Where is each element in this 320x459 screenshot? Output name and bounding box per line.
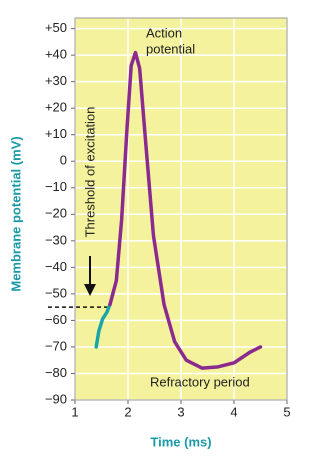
x-tick-label: 4 — [230, 404, 237, 419]
x-tick-label: 5 — [283, 404, 290, 419]
plot-area — [74, 17, 288, 401]
y-axis-title: Membrane potential (mV) — [8, 136, 23, 291]
x-tick-label: 2 — [124, 404, 131, 419]
y-tick-label: +50 — [45, 20, 67, 35]
y-tick-label: −50 — [45, 285, 67, 300]
y-tick-label: +10 — [45, 126, 67, 141]
annotation: Refractory period — [150, 374, 250, 389]
y-tick-label: −90 — [45, 391, 67, 406]
arrow-head — [84, 284, 96, 296]
chart: Time (ms) Membrane potential (mV) +50 +40… — [8, 17, 291, 449]
y-tick-label: −70 — [45, 338, 67, 353]
annotation: potential — [146, 41, 195, 56]
y-tick-label: 0 — [60, 153, 67, 168]
plot-frame — [74, 17, 288, 401]
y-tick-label: −30 — [45, 232, 67, 247]
y-tick-label: +30 — [45, 73, 67, 88]
annotation: Action — [146, 25, 182, 40]
y-tick-label: −80 — [45, 365, 67, 380]
x-axis-title: Time (ms) — [150, 434, 211, 449]
line — [94, 302, 112, 349]
line — [108, 50, 263, 370]
x-tick-label: 3 — [177, 404, 184, 419]
y-tick-label: −20 — [45, 206, 67, 221]
y-tick-label: +20 — [45, 100, 67, 115]
y-tick-label: −60 — [45, 312, 67, 327]
y-tick-label: −10 — [45, 179, 67, 194]
x-tick-label: 1 — [71, 404, 78, 419]
y-tick-label: +40 — [45, 47, 67, 62]
y-tick-label: −40 — [45, 259, 67, 274]
annotation: Threshold of excitation — [82, 107, 97, 238]
